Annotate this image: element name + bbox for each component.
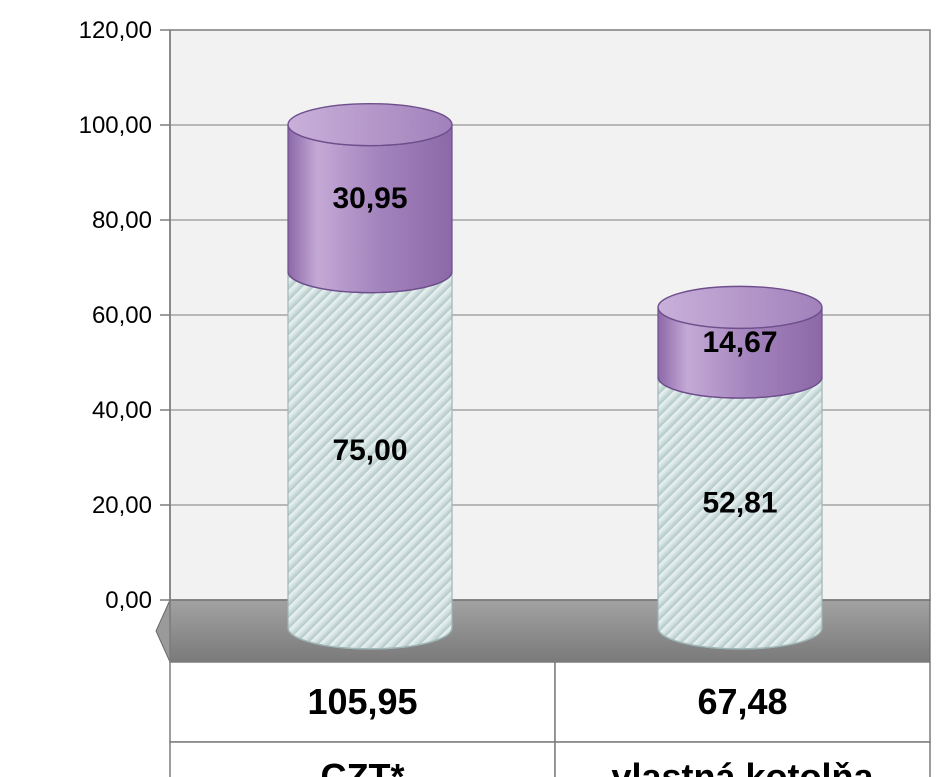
footer-name: vlastná kotolňa: [611, 756, 874, 777]
segment-value-label: 52,81: [702, 486, 777, 519]
segment-value-label: 14,67: [702, 326, 777, 359]
footer-name: CZT*: [321, 756, 405, 777]
cylinder-cap: [658, 286, 822, 328]
y-tick-label: 100,00: [79, 112, 152, 139]
y-tick-label: 60,00: [92, 302, 152, 329]
footer-total: 105,95: [307, 681, 417, 722]
y-tick-label: 0,00: [105, 587, 152, 614]
y-tick-label: 40,00: [92, 397, 152, 424]
segment-value-label: 75,00: [332, 434, 407, 467]
stacked-cylinder-chart: 0,00 20,00 40,00 60,00 80,00 100,00 120,00 30,9…: [0, 0, 945, 777]
cylinder-cap: [288, 104, 452, 146]
y-tick-label: 120,00: [79, 17, 152, 44]
y-tick-label: 80,00: [92, 207, 152, 234]
y-tick-label: 20,00: [92, 492, 152, 519]
footer-total: 67,48: [697, 681, 787, 722]
plot-floor-side: [156, 600, 170, 662]
segment-value-label: 30,95: [332, 182, 407, 215]
